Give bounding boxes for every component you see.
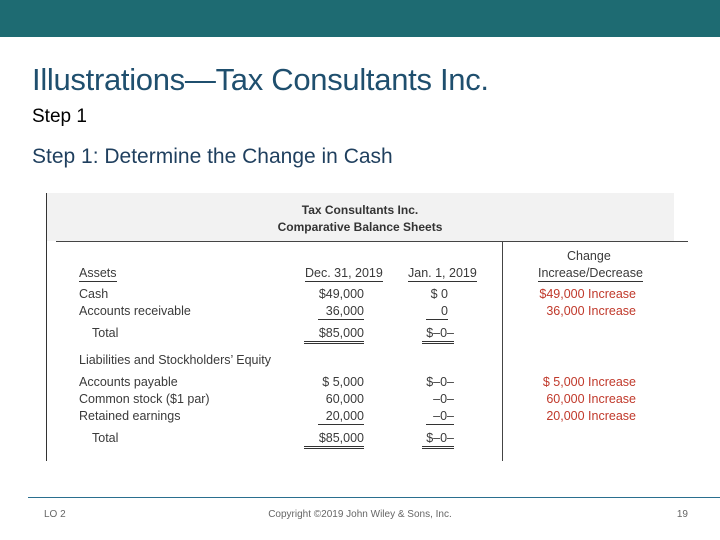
column-change-header-line1: Change — [567, 249, 611, 263]
total-le-jan: $–0– — [422, 431, 454, 449]
footer-copyright: Copyright ©2019 John Wiley & Sons, Inc. — [268, 509, 452, 520]
cs-change: 60,000 Increase — [546, 392, 636, 406]
row-label-accounts-receivable: Accounts receivable — [79, 304, 191, 318]
slide-heading: Step 1: Determine the Change in Cash — [32, 145, 393, 168]
cash-jan: $ 0 — [430, 287, 448, 301]
re-change: 20,000 Increase — [546, 409, 636, 423]
column-change-header-line2: Increase/Decrease — [538, 266, 643, 282]
cash-dec: $49,000 — [318, 287, 364, 301]
total-assets-dec: $85,000 — [304, 326, 364, 344]
slide-subtitle: Step 1 — [32, 106, 87, 127]
cs-jan: –0– — [433, 392, 454, 406]
top-banner — [0, 0, 720, 37]
total-assets-jan: $–0– — [422, 326, 454, 344]
sheet-header-band — [47, 193, 674, 241]
re-dec: 20,000 — [318, 409, 364, 425]
header-rule — [56, 241, 688, 242]
cs-dec: 60,000 — [325, 392, 364, 406]
ap-jan: $–0– — [426, 375, 454, 389]
footer-rule — [28, 497, 720, 498]
row-label-common-stock: Common stock ($1 par) — [79, 392, 210, 406]
row-label-total-assets: Total — [92, 326, 119, 340]
footer-lo: LO 2 — [44, 509, 66, 520]
total-le-dec: $85,000 — [304, 431, 364, 449]
row-label-total-liabilities-equity: Total — [92, 431, 119, 445]
ap-dec: $ 5,000 — [322, 375, 364, 389]
row-label-retained-earnings: Retained earnings — [79, 409, 181, 423]
sheet-name: Comparative Balance Sheets — [277, 220, 443, 234]
company-name: Tax Consultants Inc. — [301, 203, 419, 217]
row-label-accounts-payable: Accounts payable — [79, 375, 178, 389]
change-column-divider — [502, 241, 503, 461]
column-jan-header: Jan. 1, 2019 — [408, 266, 477, 282]
column-dec-header: Dec. 31, 2019 — [305, 266, 383, 282]
slide-title: Illustrations—Tax Consultants Inc. — [32, 62, 489, 97]
liabilities-equity-heading: Liabilities and Stockholders’ Equity — [79, 353, 272, 367]
page-number: 19 — [676, 509, 688, 520]
cash-change: $49,000 Increase — [539, 287, 636, 301]
assets-heading: Assets — [79, 266, 117, 282]
sheet-left-border — [46, 193, 47, 461]
balance-sheet-image: Tax Consultants Inc. Comparative Balance… — [46, 193, 688, 461]
ar-jan: 0 — [426, 304, 448, 320]
ar-dec: 36,000 — [318, 304, 364, 320]
ap-change: $ 5,000 Increase — [542, 375, 636, 389]
re-jan: –0– — [426, 409, 454, 425]
row-label-cash: Cash — [79, 287, 109, 301]
ar-change: 36,000 Increase — [546, 304, 636, 318]
